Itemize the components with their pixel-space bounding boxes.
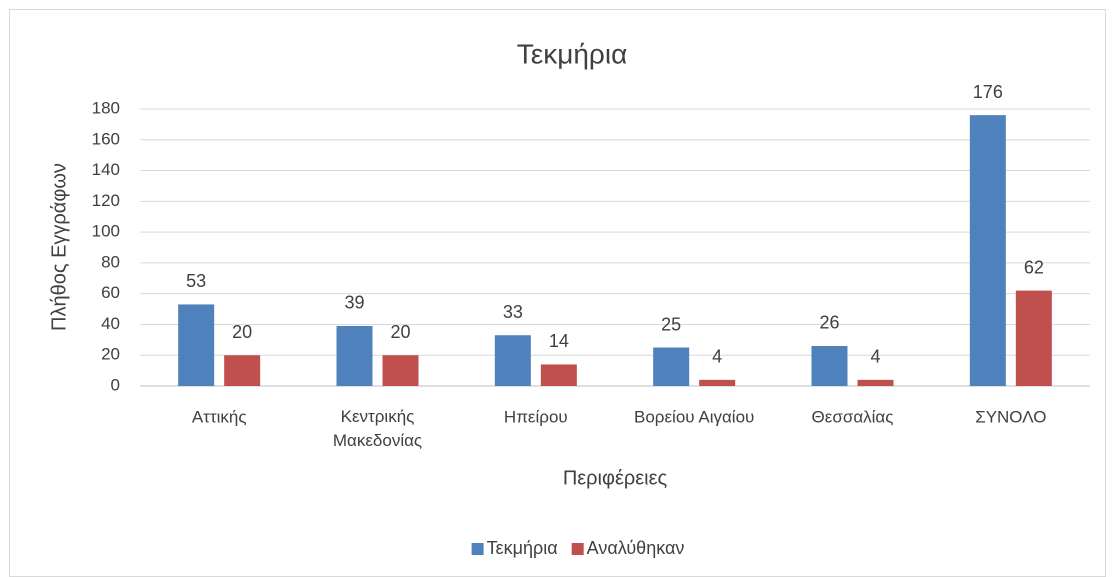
legend-label: Τεκμήρια (487, 538, 558, 558)
y-axis-label: Πλήθος Εγγράφων (48, 163, 70, 331)
bar (653, 347, 690, 386)
legend-swatch (571, 543, 584, 555)
legend-swatch (471, 543, 484, 555)
bar (178, 304, 215, 386)
bar (699, 379, 736, 386)
y-tick-label: 40 (101, 314, 120, 333)
x-tick-label: Ηπείρου (504, 407, 568, 426)
y-tick-label: 80 (101, 252, 120, 271)
data-label: 14 (549, 331, 569, 351)
bar (382, 355, 419, 386)
data-label: 33 (503, 302, 523, 322)
data-label: 53 (186, 271, 206, 291)
bar (540, 364, 577, 386)
chart-border (9, 9, 1106, 577)
y-tick-label: 140 (92, 160, 120, 179)
bar (811, 345, 848, 386)
x-axis-label: Περιφέρειες (563, 467, 668, 489)
legend-label: Αναλύθηκαν (587, 538, 685, 558)
bar (1015, 290, 1052, 386)
data-label: 20 (232, 322, 252, 342)
bar (857, 379, 894, 386)
data-label: 39 (344, 293, 364, 313)
data-label: 26 (819, 313, 839, 333)
y-tick-label: 180 (92, 98, 120, 117)
y-tick-label: 100 (92, 222, 120, 241)
x-tick-label: Βορείου Αιγαίου (634, 407, 754, 426)
data-label: 20 (390, 322, 410, 342)
x-tick-label: Κεντρικής Μακεδονίας (333, 407, 422, 450)
bar (969, 115, 1006, 387)
y-tick-label: 0 (111, 375, 120, 394)
y-tick-label: 60 (101, 283, 120, 302)
legend: Τεκμήρια Αναλύθηκαν (471, 538, 685, 558)
y-tick-label: 20 (101, 345, 120, 364)
data-label: 25 (661, 314, 681, 334)
chart-title: Τεκμήρια (517, 38, 628, 69)
bar (224, 355, 261, 386)
x-tick-label: Αττικής (192, 407, 247, 426)
data-label: 176 (973, 82, 1003, 102)
data-label: 4 (870, 347, 880, 367)
y-tick-label: 120 (92, 191, 120, 210)
y-tick-label: 160 (92, 129, 120, 148)
data-label: 62 (1024, 257, 1044, 277)
x-tick-label: Θεσσαλίας (812, 407, 894, 426)
bar (494, 335, 531, 386)
x-tick-label: ΣΥΝΟΛΟ (975, 407, 1046, 426)
data-label: 4 (712, 347, 722, 367)
bar (336, 325, 373, 386)
